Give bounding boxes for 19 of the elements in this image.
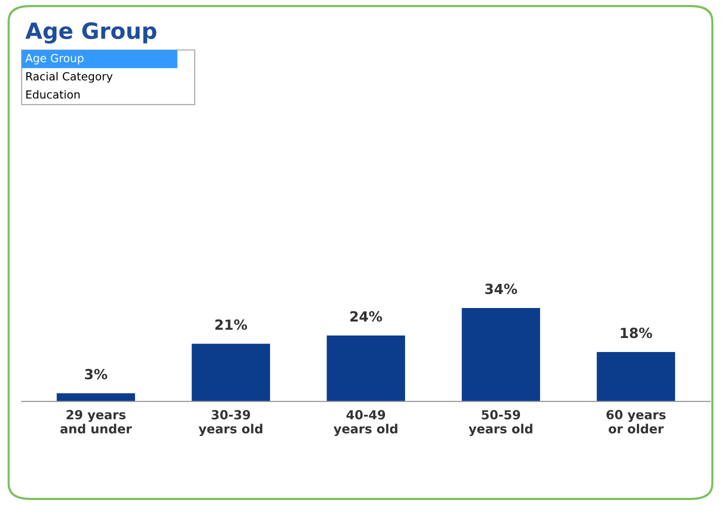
- x-tick-label: 30-39 years old: [198, 410, 262, 436]
- chart-title: Age Group: [25, 22, 156, 44]
- bar: [596, 352, 676, 402]
- data-label: 21%: [215, 319, 248, 330]
- bar: [56, 393, 136, 402]
- bar: [192, 344, 270, 402]
- data-label: 34%: [485, 284, 518, 294]
- bar: [462, 308, 540, 402]
- x-tick-label: 29 years and under: [60, 410, 132, 434]
- x-tick-label: 60 years or older: [606, 410, 666, 434]
- x-tick-label: 40-49 years old: [334, 410, 398, 436]
- text: Racial Category: [26, 72, 113, 83]
- bar: [326, 335, 406, 402]
- data-label: 3%: [85, 368, 108, 380]
- data-label: 18%: [620, 328, 652, 338]
- text: Age Group: [25, 54, 84, 64]
- data-label: 24%: [350, 311, 382, 322]
- x-tick-label: 50-59 years old: [468, 410, 532, 436]
- text: Education: [26, 90, 80, 99]
